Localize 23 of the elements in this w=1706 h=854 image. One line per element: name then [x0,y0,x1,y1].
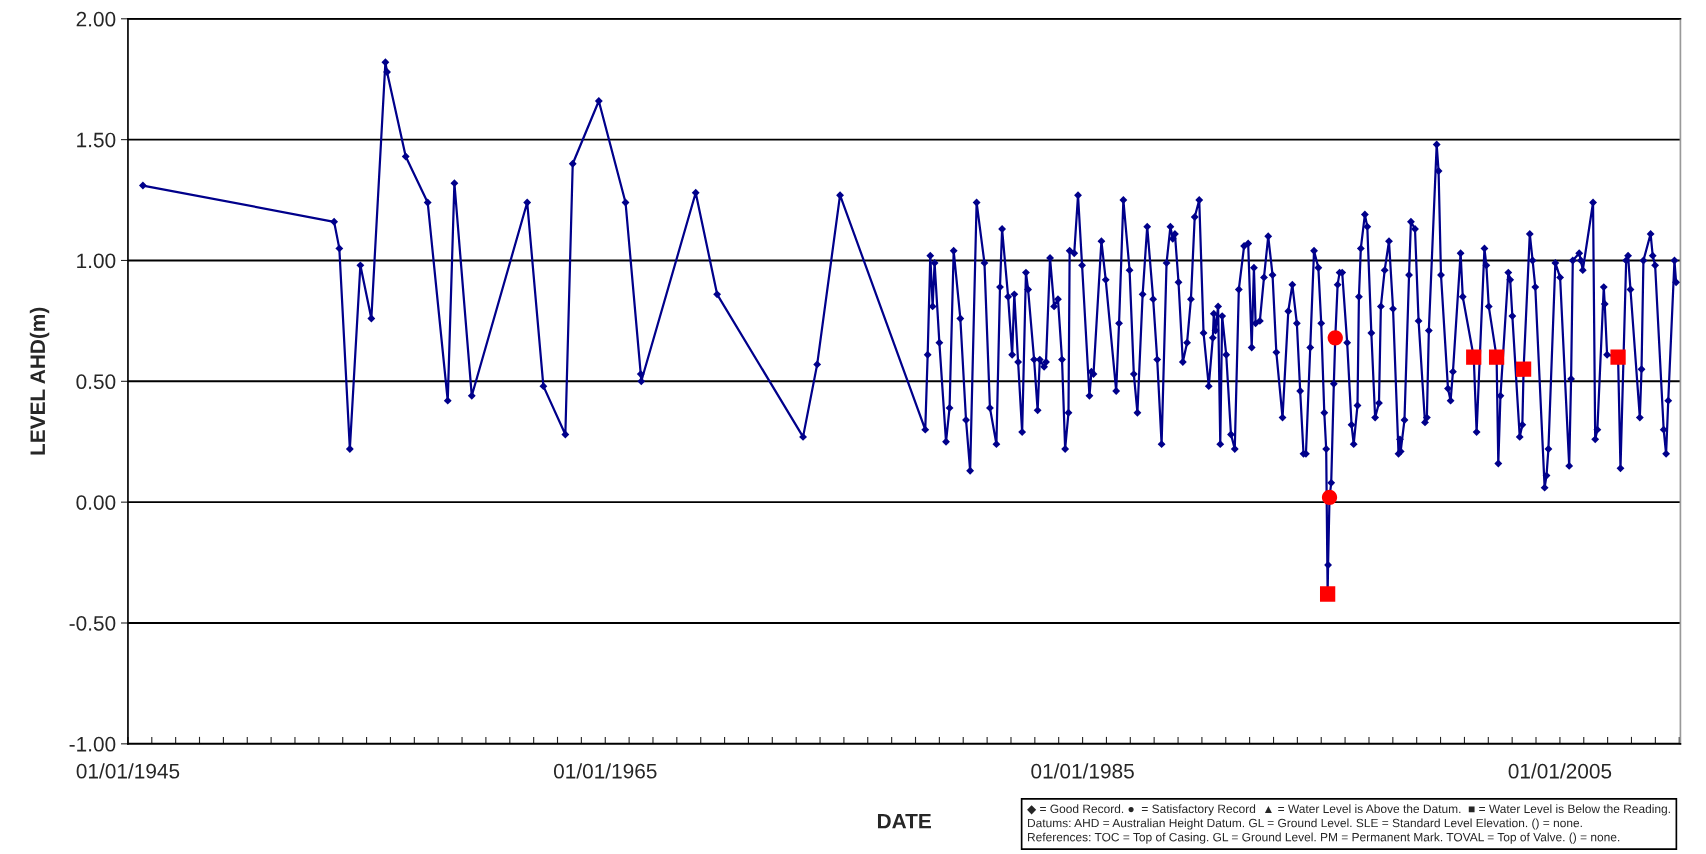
point [1327,330,1343,346]
point [1515,361,1532,377]
point [1610,349,1626,365]
x-tick-label: 01/01/1945 [76,763,180,779]
y-tick-label: -1.00 [69,736,116,752]
y-tick-label: 1.50 [77,132,116,148]
point [1321,489,1338,505]
y-tick-label: 1.00 [77,253,116,269]
point [1319,586,1336,602]
x-tick-label: 01/01/2005 [1508,763,1612,779]
y-axis-title: LEVEL AHD(m) [29,307,50,455]
point [1488,349,1505,365]
text: References: TOC = Top of Casing. GL = Ground Level. PM = Permanent Mark. TOVAL = Top of Valve. () = none. [1027,832,1620,844]
x-axis-title: DATE [877,814,931,829]
y-tick-label: -0.50 [69,615,116,631]
y-tick-label: 2.00 [76,11,116,27]
x-tick-label: 01/01/1965 [553,763,657,779]
text: ◆ = Good Record. ● = Satisfactory Record ▲ = Water Level is Above the Datum. ■ = Water Level is Below the Reading. [1027,804,1670,816]
x-tick-label: 01/01/1985 [1031,763,1134,779]
point [1466,349,1482,365]
y-tick-label: 0.00 [76,495,116,510]
y-tick-label: 0.50 [76,374,116,390]
text: Datums: AHD = Australian Height Datum. GL = Ground Level. SLE = Standard Level Elevation. () = none. [1027,818,1582,830]
